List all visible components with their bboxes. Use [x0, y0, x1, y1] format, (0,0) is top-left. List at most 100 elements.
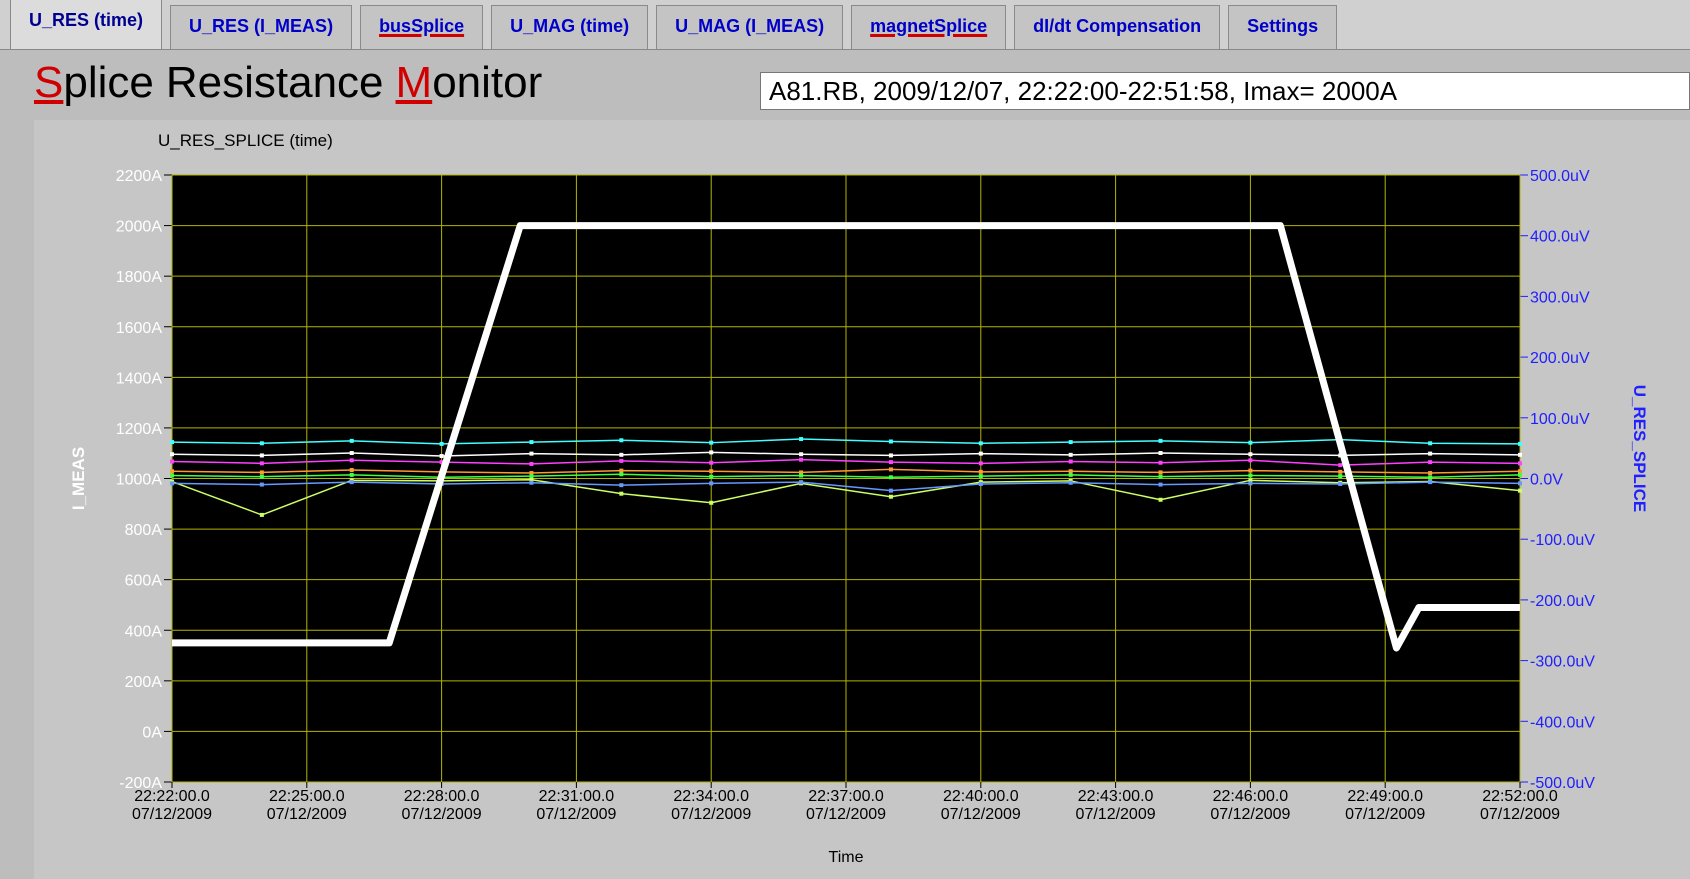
marker [529, 480, 534, 485]
x-tick-label: 22:46:00.0 07/12/2009 [1210, 788, 1291, 823]
tab[interactable]: U_MAG (time) [491, 5, 649, 49]
marker [888, 488, 893, 493]
y2-tick-label: -200.0uV [1530, 593, 1595, 610]
tab[interactable]: magnetSplice [851, 5, 1007, 49]
marker [349, 458, 354, 463]
marker [978, 441, 983, 446]
x-tick-label: 22:37:00.0 07/12/2009 [805, 788, 887, 823]
y2-axis-label: U_RES_SPLICE [1630, 385, 1649, 513]
marker [799, 480, 804, 485]
tab[interactable]: U_MAG (I_MEAS) [656, 5, 844, 49]
marker [978, 451, 983, 456]
marker [1338, 481, 1343, 486]
x-tick-label: 22:22:00.0 07/12/2009 [131, 788, 213, 823]
title-word: Monitor [395, 58, 543, 107]
tab-bar: U_RES (time) U_RES (I_MEAS) busSplice U_MAG… [0, 0, 1690, 50]
marker [799, 470, 804, 475]
y-tick-label: 1200A [116, 421, 163, 438]
x-tick-label: 22:31:00.0 07/12/2009 [536, 788, 617, 823]
y2-tick-label: 200.0uV [1530, 350, 1590, 367]
tab[interactable]: dI/dt Compensation [1014, 5, 1221, 49]
marker [439, 441, 444, 446]
y2-tick-label: -300.0uV [1530, 654, 1595, 671]
marker [709, 474, 714, 479]
marker [259, 482, 264, 487]
marker [1518, 452, 1522, 457]
marker [1518, 488, 1522, 493]
marker [799, 473, 804, 478]
marker [799, 452, 804, 457]
title-word: Splice [34, 58, 154, 107]
marker [619, 491, 624, 496]
marker [259, 474, 264, 479]
y2-tick-label: 100.0uV [1530, 411, 1590, 428]
marker [799, 437, 804, 442]
x-tick-label: 22:40:00.0 07/12/2009 [940, 788, 1021, 823]
marker [1068, 469, 1073, 474]
tab[interactable]: busSplice [360, 5, 484, 49]
marker [170, 473, 174, 478]
marker [799, 457, 804, 462]
marker [1518, 461, 1522, 466]
tab[interactable]: U_RES (I_MEAS) [170, 5, 353, 49]
y-tick-label: 200A [125, 674, 163, 691]
y-tick-label: 1400A [116, 370, 163, 387]
x-tick-label: 22:28:00.0 07/12/2009 [401, 788, 482, 823]
marker [1068, 440, 1073, 445]
marker [619, 452, 624, 457]
y2-tick-label: 400.0uV [1530, 229, 1590, 246]
voltage-line [171, 478, 1521, 516]
marker [1338, 469, 1343, 474]
chart-title: U_RES_SPLICE (time) [158, 131, 333, 150]
marker [1068, 452, 1073, 457]
y-tick-label: -200A [119, 775, 162, 792]
marker [170, 440, 174, 445]
marker [978, 461, 983, 466]
tab[interactable]: Settings [1228, 5, 1338, 49]
marker [529, 474, 534, 479]
marker [1158, 460, 1163, 465]
marker [1518, 481, 1522, 486]
marker [349, 480, 354, 485]
y-tick-label: 1800A [116, 269, 163, 286]
y-tick-label: 0A [142, 724, 162, 741]
x-tick-label: 22:25:00.0 07/12/2009 [266, 788, 347, 823]
marker [1068, 472, 1073, 477]
marker [349, 472, 354, 477]
marker [1248, 473, 1253, 478]
marker [1248, 468, 1253, 473]
x-tick-label: 22:49:00.0 07/12/2009 [1345, 788, 1426, 823]
marker [170, 481, 174, 486]
y-tick-label: 800A [125, 522, 163, 539]
chart-panel: U_RES_SPLICE (time) 2200A 2000A 1800A 1600A 1… [34, 120, 1690, 879]
app-title: Splice Resistance Monitor [34, 58, 554, 108]
voltage-line [171, 458, 1521, 466]
marker [1338, 474, 1343, 479]
marker [439, 454, 444, 459]
y2-tick-label: -500.0uV [1530, 775, 1595, 792]
marker [1158, 438, 1163, 443]
marker [1518, 469, 1522, 474]
marker [1428, 451, 1433, 456]
chart: U_RES_SPLICE (time) 2200A 2000A 1800A 1600A 1… [69, 131, 1649, 866]
y-tick-label: 600A [125, 573, 163, 590]
voltage-line [171, 451, 1521, 457]
y-axis-label: I_MEAS [69, 447, 88, 510]
marker [619, 438, 624, 443]
marker [259, 461, 264, 466]
info-box: A81.RB, 2009/12/07, 22:22:00-22:51:58, I… [760, 72, 1690, 110]
y2-tick-label: -400.0uV [1530, 714, 1595, 731]
marker [709, 481, 714, 486]
marker [888, 439, 893, 444]
marker [170, 459, 174, 464]
y2-tick-label: 0.0V [1530, 472, 1563, 489]
marker [709, 460, 714, 465]
marker [709, 469, 714, 474]
marker [529, 451, 534, 456]
y-tick-label: 1000A [116, 472, 163, 489]
marker [259, 512, 264, 517]
marker [1518, 472, 1522, 477]
marker [1248, 478, 1253, 483]
tab[interactable]: U_RES (time) [10, 0, 163, 49]
marker [349, 438, 354, 443]
